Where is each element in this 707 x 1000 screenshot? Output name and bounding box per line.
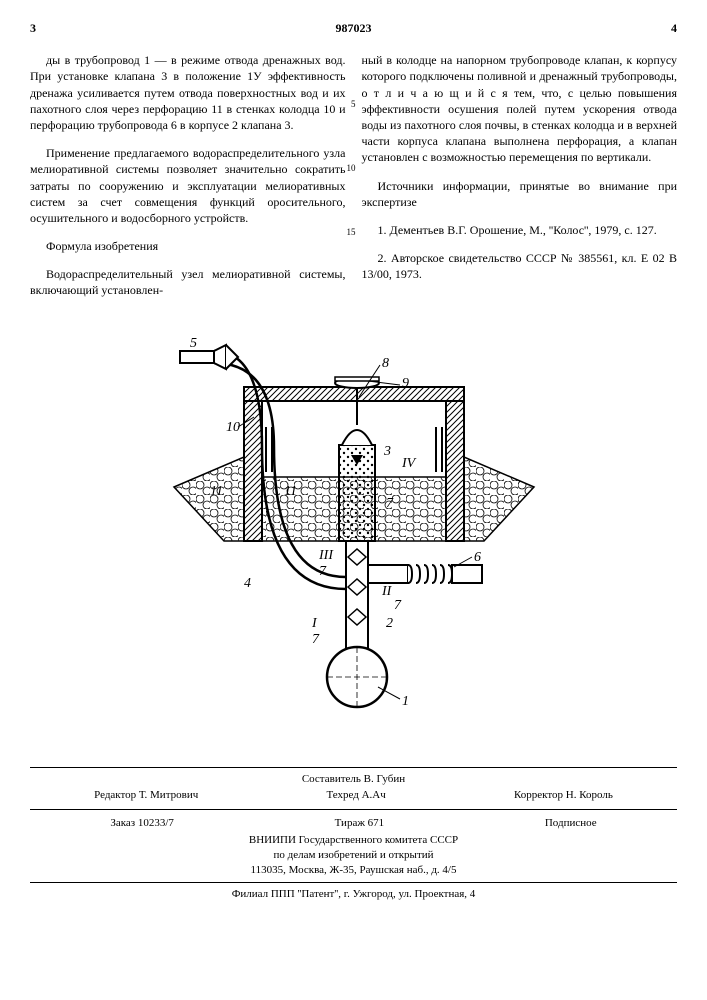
- right-column: ный в колодце на напорном трубопроводе к…: [362, 40, 678, 310]
- fig-label-8: 8: [382, 356, 389, 371]
- paragraph: ды в трубопровод 1 — в режиме отвода дре…: [30, 52, 346, 133]
- credits-block: Составитель В. Губин Редактор Т. Митрови…: [30, 767, 677, 811]
- fig-label-11b: 11: [284, 484, 297, 499]
- fig-label-4: 4: [244, 576, 251, 591]
- address: 113035, Москва, Ж-35, Раушская наб., д. …: [30, 863, 677, 878]
- compiler: Составитель В. Губин: [30, 772, 677, 787]
- line-number: 10: [347, 162, 356, 174]
- fig-label-7: 7: [386, 496, 394, 511]
- fig-label-I: I: [311, 616, 318, 631]
- fig-label-III: III: [318, 548, 334, 563]
- paragraph: Применение предлагаемого водораспределит…: [30, 145, 346, 226]
- paragraph: Водораспределительный узел мелиоративной…: [30, 266, 346, 298]
- fig-label-2: 2: [386, 616, 393, 631]
- fig-label-5: 5: [190, 336, 197, 351]
- fig-label-10: 10: [226, 420, 240, 435]
- fig-label-II: II: [381, 584, 393, 599]
- patent-number: 987023: [36, 20, 671, 36]
- left-column: 5 10 15 ды в трубопровод 1 — в режиме от…: [30, 40, 346, 310]
- fig-label-6: 6: [474, 550, 481, 565]
- techred: Техред А.Ач: [326, 788, 385, 803]
- fig-label-7c: 7: [394, 598, 402, 613]
- formula-title: Формула изобретения: [30, 238, 346, 254]
- footer-branch: Филиал ППП ''Патент'', г. Ужгород, ул. П…: [30, 883, 677, 906]
- editor: Редактор Т. Митрович: [94, 788, 198, 803]
- line-number: 15: [347, 226, 356, 238]
- footer-order: Заказ 10233/7 Тираж 671 Подписное ВНИИПИ…: [30, 810, 677, 882]
- page-right: 4: [671, 20, 677, 36]
- technical-diagram: 5 8 9 3 IV 7 10 11 11 4 III 7 II 7 2 I 7…: [154, 327, 554, 747]
- reference: 1. Дементьев В.Г. Орошение, М., ''Колос'…: [362, 222, 678, 238]
- fig-label-7d: 7: [312, 632, 320, 647]
- order-number: Заказ 10233/7: [110, 816, 174, 831]
- paragraph: ный в колодце на напорном трубопроводе к…: [362, 52, 678, 165]
- fig-label-7b: 7: [319, 564, 327, 579]
- corrector: Корректор Н. Король: [514, 788, 613, 803]
- fig-label-1: 1: [402, 694, 409, 709]
- fig-label-IV: IV: [401, 456, 417, 471]
- org-line2: по делам изобретений и открытий: [30, 848, 677, 863]
- tirazh: Тираж 671: [335, 816, 385, 831]
- reference: 2. Авторское свидетельство СССР № 385561…: [362, 250, 678, 282]
- fig-label-3: 3: [383, 444, 391, 459]
- fig-label-9: 9: [402, 376, 409, 391]
- org-line1: ВНИИПИ Государственного комитета СССР: [30, 833, 677, 848]
- sources-title: Источники информации, принятые во вниман…: [362, 178, 678, 210]
- fig-label-11: 11: [210, 484, 223, 499]
- podpisnoe: Подписное: [545, 816, 597, 831]
- line-number: 5: [351, 98, 356, 110]
